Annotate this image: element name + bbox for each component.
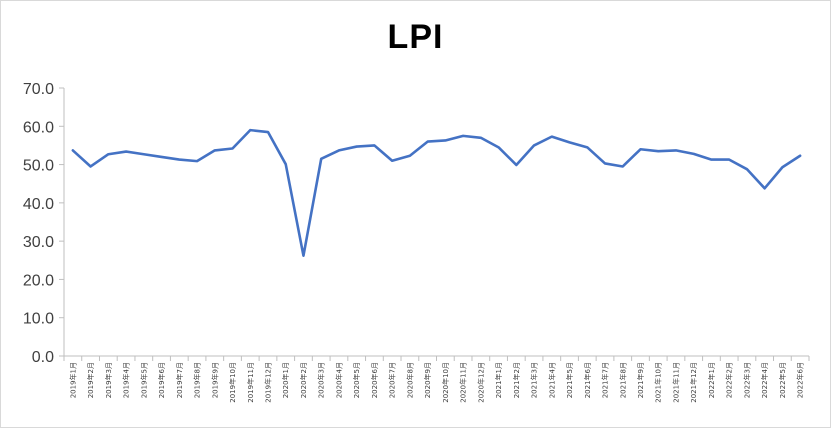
x-tick-label: 2019年10月 <box>228 362 237 403</box>
x-tick-label: 2021年2月 <box>512 362 521 398</box>
x-tick-label: 2021年8月 <box>618 362 627 398</box>
series-line-lpi <box>71 128 802 257</box>
x-tick-label: 2020年7月 <box>388 362 397 398</box>
x-tick-label: 2021年3月 <box>530 362 539 398</box>
x-tick-label: 2021年6月 <box>583 362 592 398</box>
x-tick-label: 2020年12月 <box>476 362 485 403</box>
y-tick-label: 30.0 <box>23 234 54 251</box>
x-tick-label: 2020年6月 <box>370 362 379 398</box>
x-tick-label: 2019年2月 <box>86 362 95 398</box>
y-tick-label: 50.0 <box>23 158 54 175</box>
y-axis: 0.0 10.0 20.0 30.0 40.0 50.0 60.0 70.0 <box>23 81 65 366</box>
x-tick-label: 2022年1月 <box>707 362 716 398</box>
x-tick-label: 2022年4月 <box>760 362 769 398</box>
y-tick-label: 60.0 <box>23 119 54 136</box>
x-tick-label: 2021年12月 <box>689 362 698 403</box>
x-tick-label: 2019年6月 <box>157 362 166 398</box>
x-tick-label: 2021年10月 <box>654 362 663 403</box>
x-tick-label: 2020年11月 <box>459 362 468 403</box>
x-tick-label: 2021年1月 <box>494 362 503 398</box>
y-tick-label: 10.0 <box>23 311 54 328</box>
x-tick-label: 2020年9月 <box>423 362 432 398</box>
x-tick-label: 2019年7月 <box>175 362 184 398</box>
x-tick-label: 2019年1月 <box>68 362 77 398</box>
x-tick-label: 2020年3月 <box>317 362 326 398</box>
x-tick-label: 2021年9月 <box>636 362 645 398</box>
x-tick-label: 2022年2月 <box>725 362 734 398</box>
y-tick-label: 0.0 <box>32 349 54 366</box>
series-layer <box>71 128 802 257</box>
x-tick-label: 2022年5月 <box>778 362 787 398</box>
x-tick-label: 2021年7月 <box>601 362 610 398</box>
y-tick-label: 70.0 <box>23 81 54 98</box>
x-tick-label: 2021年5月 <box>565 362 574 398</box>
x-tick-label: 2019年9月 <box>210 362 219 398</box>
x-tick-label: 2022年3月 <box>742 362 751 398</box>
x-tick-label: 2019年12月 <box>263 362 272 403</box>
x-tick-label: 2021年4月 <box>547 362 556 398</box>
x-tick-label: 2021年11月 <box>671 362 680 403</box>
y-tick-label: 40.0 <box>23 196 54 213</box>
x-tick-label: 2020年2月 <box>299 362 308 398</box>
x-tick-label: 2020年10月 <box>441 362 450 403</box>
x-tick-label: 2022年6月 <box>796 362 805 398</box>
x-tick-label: 2019年5月 <box>139 362 148 398</box>
x-tick-label: 2019年8月 <box>193 362 202 398</box>
x-axis: 2019年1月 2019年2月 2019年3月 2019年4月 2019年5月 2019年… <box>63 355 810 403</box>
x-tick-label: 2020年4月 <box>334 362 343 398</box>
x-tick-label: 2019年4月 <box>122 362 131 398</box>
x-tick-label: 2020年8月 <box>405 362 414 398</box>
x-tick-label: 2019年11月 <box>246 362 255 403</box>
y-tick-label: 20.0 <box>23 272 54 289</box>
x-tick-label: 2020年1月 <box>281 362 290 398</box>
x-tick-label: 2019年3月 <box>104 362 113 398</box>
x-tick-label: 2020年5月 <box>352 362 361 398</box>
chart-title: LPI <box>387 18 444 56</box>
